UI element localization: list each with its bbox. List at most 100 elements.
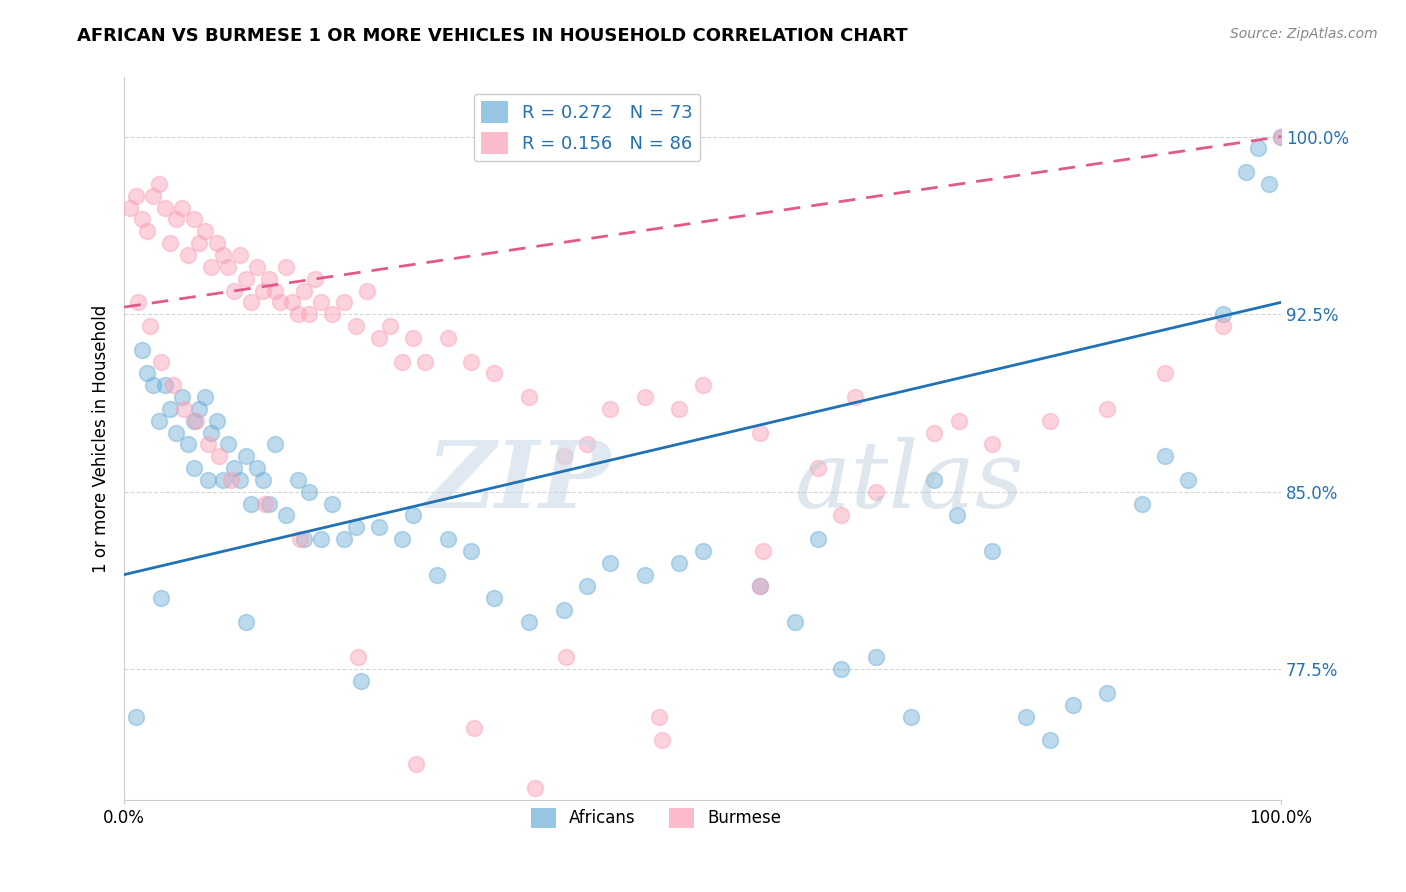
Point bbox=[367, 331, 389, 345]
Point bbox=[263, 437, 285, 451]
Point bbox=[229, 473, 252, 487]
Point bbox=[830, 508, 852, 523]
Point bbox=[553, 603, 575, 617]
Point bbox=[125, 709, 148, 723]
Point bbox=[276, 508, 298, 523]
Point bbox=[460, 544, 482, 558]
Point bbox=[634, 567, 657, 582]
Point bbox=[229, 248, 252, 262]
Point bbox=[484, 591, 506, 606]
Point bbox=[304, 271, 326, 285]
Point bbox=[751, 544, 773, 558]
Point bbox=[1270, 129, 1292, 144]
Text: AFRICAN VS BURMESE 1 OR MORE VEHICLES IN HOUSEHOLD CORRELATION CHART: AFRICAN VS BURMESE 1 OR MORE VEHICLES IN… bbox=[77, 27, 908, 45]
Point bbox=[257, 271, 280, 285]
Point bbox=[865, 484, 887, 499]
Point bbox=[200, 425, 222, 440]
Point bbox=[391, 354, 413, 368]
Point bbox=[211, 473, 233, 487]
Point bbox=[367, 520, 389, 534]
Point bbox=[402, 331, 425, 345]
Point bbox=[1097, 401, 1119, 416]
Point bbox=[555, 650, 578, 665]
Point bbox=[165, 212, 187, 227]
Point bbox=[246, 260, 269, 274]
Point bbox=[651, 733, 673, 747]
Point bbox=[749, 579, 772, 593]
Point bbox=[1130, 497, 1153, 511]
Point bbox=[922, 425, 945, 440]
Point bbox=[980, 544, 1002, 558]
Point bbox=[287, 307, 309, 321]
Point bbox=[807, 461, 830, 475]
Point bbox=[1258, 177, 1281, 191]
Point bbox=[153, 378, 176, 392]
Point bbox=[980, 437, 1002, 451]
Point bbox=[553, 449, 575, 463]
Point bbox=[309, 295, 332, 310]
Point bbox=[246, 461, 269, 475]
Point bbox=[224, 284, 246, 298]
Point bbox=[173, 401, 195, 416]
Point bbox=[148, 177, 170, 191]
Point bbox=[900, 709, 922, 723]
Point bbox=[118, 201, 141, 215]
Point bbox=[197, 473, 219, 487]
Point bbox=[517, 615, 540, 629]
Point bbox=[391, 532, 413, 546]
Point bbox=[235, 449, 257, 463]
Point bbox=[402, 508, 425, 523]
Point bbox=[183, 414, 205, 428]
Point bbox=[575, 437, 598, 451]
Point bbox=[1177, 473, 1199, 487]
Point bbox=[1062, 698, 1084, 712]
Point bbox=[131, 343, 153, 357]
Point bbox=[948, 414, 970, 428]
Point bbox=[197, 437, 219, 451]
Point bbox=[575, 579, 598, 593]
Point bbox=[405, 757, 427, 772]
Point bbox=[865, 650, 887, 665]
Point bbox=[692, 544, 714, 558]
Point bbox=[321, 307, 343, 321]
Point bbox=[599, 556, 621, 570]
Point bbox=[208, 449, 231, 463]
Text: atlas: atlas bbox=[796, 437, 1025, 527]
Point bbox=[183, 461, 205, 475]
Point bbox=[153, 201, 176, 215]
Point bbox=[356, 284, 378, 298]
Point bbox=[1015, 709, 1038, 723]
Point bbox=[292, 284, 315, 298]
Point bbox=[484, 367, 506, 381]
Point bbox=[170, 201, 193, 215]
Point bbox=[224, 461, 246, 475]
Point bbox=[309, 532, 332, 546]
Point bbox=[437, 532, 460, 546]
Point bbox=[170, 390, 193, 404]
Point bbox=[188, 401, 211, 416]
Point bbox=[344, 520, 367, 534]
Point bbox=[1039, 733, 1062, 747]
Point bbox=[460, 354, 482, 368]
Point bbox=[240, 295, 263, 310]
Point bbox=[159, 236, 181, 251]
Point bbox=[749, 579, 772, 593]
Point bbox=[830, 662, 852, 676]
Legend: Africans, Burmese: Africans, Burmese bbox=[524, 801, 789, 835]
Point bbox=[1097, 686, 1119, 700]
Point bbox=[177, 248, 200, 262]
Point bbox=[287, 473, 309, 487]
Point bbox=[347, 650, 370, 665]
Point bbox=[333, 295, 356, 310]
Point bbox=[165, 425, 187, 440]
Point bbox=[263, 284, 285, 298]
Point bbox=[333, 532, 356, 546]
Point bbox=[1247, 141, 1270, 155]
Point bbox=[142, 378, 165, 392]
Point bbox=[217, 437, 239, 451]
Point bbox=[235, 271, 257, 285]
Point bbox=[321, 497, 343, 511]
Point bbox=[1234, 165, 1257, 179]
Point bbox=[148, 414, 170, 428]
Point bbox=[200, 260, 222, 274]
